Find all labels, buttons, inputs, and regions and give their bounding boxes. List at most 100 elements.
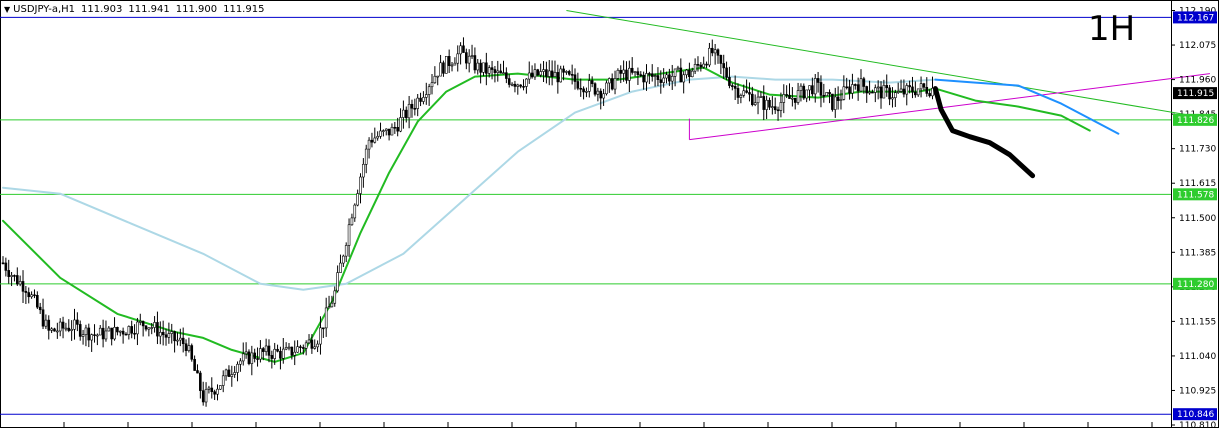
close-price: 111.915 xyxy=(223,4,265,15)
candle-body xyxy=(284,347,288,350)
candle-body xyxy=(193,358,196,371)
candle-body xyxy=(596,90,600,95)
candle-body xyxy=(201,390,205,403)
candle-body xyxy=(662,77,665,83)
candle-body xyxy=(765,99,768,110)
candle-body xyxy=(216,388,219,395)
candle-body xyxy=(382,130,385,132)
forecast-slow-line xyxy=(934,78,1120,135)
candle-body xyxy=(513,83,517,87)
candle-body xyxy=(545,69,548,77)
hand-drawn-forecast xyxy=(932,86,1036,179)
candle-body xyxy=(659,79,663,83)
candle-body xyxy=(330,302,334,308)
candle-body xyxy=(276,348,279,352)
candle-body xyxy=(87,327,91,341)
candle-body xyxy=(670,75,674,82)
candle-body xyxy=(688,69,691,78)
candle-body xyxy=(404,109,408,119)
candles-group xyxy=(1,37,937,407)
candle-body xyxy=(559,68,563,83)
candle-body xyxy=(433,75,437,84)
candle-body xyxy=(470,55,474,57)
candle-body xyxy=(656,75,660,81)
candle-body xyxy=(573,74,577,82)
level-label: 111.826 xyxy=(1177,116,1214,126)
candle-body xyxy=(173,331,176,342)
candle-body xyxy=(73,319,76,330)
candle-body xyxy=(539,71,542,76)
candle-body xyxy=(805,89,808,99)
candle-body xyxy=(716,49,720,56)
candle-body xyxy=(502,72,505,74)
candle-body xyxy=(653,75,657,77)
candle-body xyxy=(307,339,311,344)
candle-body xyxy=(879,86,883,99)
candle-body xyxy=(179,337,182,341)
candle-body xyxy=(739,95,743,98)
candle-body xyxy=(905,85,909,95)
candle-body xyxy=(894,92,897,98)
candle-body xyxy=(510,83,514,86)
candle-body xyxy=(324,307,328,329)
candle-body xyxy=(38,306,42,311)
candle-body xyxy=(396,127,399,132)
candle-body xyxy=(891,97,894,100)
candle-body xyxy=(181,337,185,345)
candle-body xyxy=(873,87,877,93)
y-tick-label: 111.040 xyxy=(1179,352,1216,362)
candle-body xyxy=(725,67,728,78)
candle-body xyxy=(144,325,148,330)
candle-body xyxy=(908,85,911,88)
candle-body xyxy=(81,334,85,337)
candle-body xyxy=(768,99,771,108)
candle-body xyxy=(542,69,545,72)
candle-body xyxy=(4,262,8,271)
candle-body xyxy=(576,81,580,89)
candle-body xyxy=(919,83,923,90)
candle-body xyxy=(56,330,59,333)
candle-body xyxy=(279,350,282,359)
candle-body xyxy=(885,85,889,89)
candle-body xyxy=(336,272,339,292)
candle-body xyxy=(605,82,608,95)
candle-body xyxy=(90,334,93,341)
candle-body xyxy=(93,334,96,336)
candle-body xyxy=(762,96,766,110)
candle-body xyxy=(565,71,568,73)
candle-body xyxy=(301,347,305,349)
level-label: 112.167 xyxy=(1177,13,1214,23)
level-label-bg xyxy=(1173,11,1217,24)
candle-body xyxy=(902,88,906,95)
candle-body xyxy=(722,63,726,69)
candle-body xyxy=(21,281,25,292)
candle-body xyxy=(13,275,16,277)
candle-body xyxy=(350,217,354,226)
candle-body xyxy=(101,327,105,340)
trendline xyxy=(689,73,1210,141)
candle-body xyxy=(753,102,757,106)
candle-body xyxy=(630,67,634,73)
candle-body xyxy=(673,68,677,77)
candle-body xyxy=(888,87,891,100)
candle-body xyxy=(728,77,731,86)
triangle-down-icon[interactable]: ▼ xyxy=(4,5,11,14)
candle-body xyxy=(599,90,603,99)
candle-body xyxy=(347,224,351,246)
candle-body xyxy=(608,78,611,84)
candle-body xyxy=(319,327,322,345)
candle-body xyxy=(436,75,440,78)
candle-body xyxy=(925,86,929,94)
candle-body xyxy=(261,348,265,352)
candle-body xyxy=(742,90,746,96)
candle-body xyxy=(570,74,574,76)
candle-body xyxy=(281,348,285,359)
trendline xyxy=(566,10,1211,120)
candle-body xyxy=(856,84,860,92)
candle-body xyxy=(256,358,259,360)
candle-body xyxy=(370,139,374,143)
candle-body xyxy=(516,84,520,87)
